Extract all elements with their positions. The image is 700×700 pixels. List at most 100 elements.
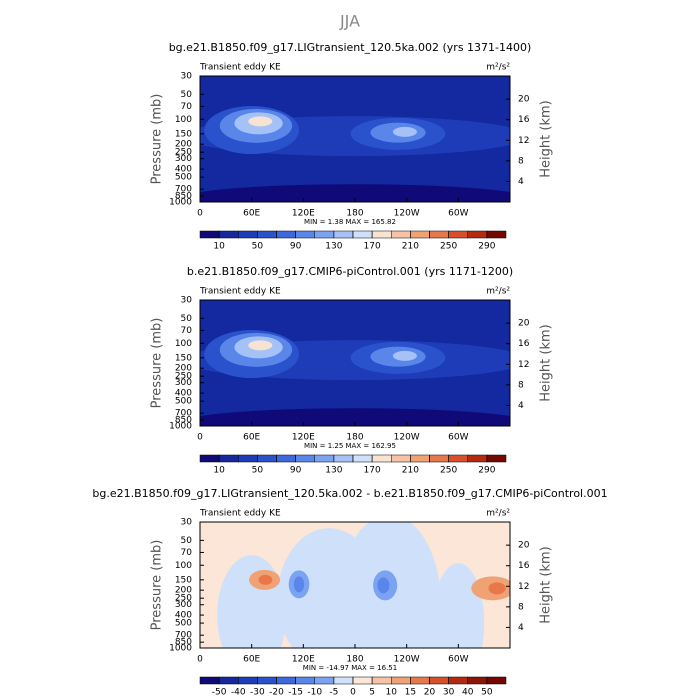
colorbar-box	[391, 454, 411, 463]
y-tick-label: 500	[175, 173, 192, 183]
panel-subtitle: Transient eddy KE	[199, 287, 281, 297]
y-tick-label: 300	[175, 600, 192, 610]
colorbar-box	[238, 230, 258, 239]
y-tick-label: 150	[175, 129, 192, 139]
colorbar-box	[371, 454, 392, 463]
contour-region	[200, 184, 510, 202]
colorbar-box	[410, 676, 430, 685]
panel-subtitle: Transient eddy KE	[199, 63, 281, 73]
x-tick-label: 180	[346, 655, 363, 665]
y2-tick-label: 8	[518, 156, 524, 166]
colorbar-box	[276, 230, 296, 239]
y-axis-title: Pressure (mb)	[150, 540, 165, 631]
colorbar-box	[352, 454, 373, 463]
y2-tick-label: 8	[518, 380, 524, 390]
stats: MIN = -14.97 MAX = 16.51	[303, 664, 397, 672]
colorbar-label: 210	[402, 242, 419, 252]
colorbar-box	[199, 454, 220, 463]
colorbar-box	[371, 676, 392, 685]
y-tick-label: 30	[181, 518, 193, 528]
x-tick-label: 0	[197, 655, 203, 665]
colorbar-label: 5	[369, 688, 375, 698]
y-tick-label: 400	[175, 389, 192, 399]
panel-title: b.e21.B1850.f09_g17.CMIP6-piControl.001 …	[187, 265, 513, 278]
colorbar-label: -50	[212, 688, 227, 698]
contour-region	[432, 563, 485, 648]
x-tick-label: 120E	[292, 209, 315, 219]
y2-tick-label: 16	[518, 115, 530, 125]
colorbar-box	[314, 454, 335, 463]
colorbar-box	[333, 676, 354, 685]
colorbar-box	[238, 676, 258, 685]
colorbar-box	[410, 454, 430, 463]
panel-title: bg.e21.B1850.f09_g17.LIGtransient_120.5k…	[92, 487, 607, 500]
y2-tick-label: 12	[518, 582, 529, 592]
y-tick-label: 30	[181, 72, 193, 82]
colorbar-label: 10	[386, 688, 398, 698]
x-tick-label: 0	[197, 433, 203, 443]
colorbar-box	[295, 230, 315, 239]
colorbar-label: -15	[288, 688, 303, 698]
colorbar-box	[199, 676, 220, 685]
y-tick-label: 400	[175, 165, 192, 175]
colorbar-label: 210	[402, 466, 419, 476]
x-tick-label: 120E	[292, 655, 315, 665]
contour-field	[200, 522, 510, 648]
colorbar-box	[352, 230, 373, 239]
y-tick-label: 1000	[169, 644, 192, 654]
y2-tick-label: 12	[518, 360, 529, 370]
y-tick-label: 1000	[169, 198, 192, 208]
contour-region	[258, 574, 273, 585]
colorbar-label: 250	[440, 242, 457, 252]
y-tick-label: 100	[175, 115, 192, 125]
y-tick-label: 70	[181, 548, 193, 558]
contour-region	[293, 576, 305, 593]
colorbar-box	[391, 676, 411, 685]
y2-tick-label: 12	[518, 136, 529, 146]
colorbar-box	[467, 230, 488, 239]
colorbar-box	[467, 676, 488, 685]
y-tick-label: 250	[175, 372, 192, 382]
x-tick-label: 180	[346, 209, 363, 219]
panel-subtitle: Transient eddy KE	[199, 509, 281, 519]
colorbar-label: 90	[290, 466, 302, 476]
x-tick-label: 180	[346, 433, 363, 443]
y2-axis-title: Height (km)	[539, 324, 554, 401]
stats: MIN = 1.38 MAX = 165.82	[304, 218, 396, 226]
y2-tick-label: 20	[518, 319, 530, 329]
y-tick-label: 250	[175, 148, 192, 158]
y2-tick-label: 4	[518, 177, 524, 187]
x-tick-label: 60E	[243, 433, 260, 443]
x-tick-label: 60E	[243, 209, 260, 219]
colorbar-label: 290	[478, 242, 495, 252]
y-tick-label: 700	[175, 185, 192, 195]
colorbar-label: 15	[405, 688, 416, 698]
x-tick-label: 60W	[448, 209, 468, 219]
y-tick-label: 50	[181, 536, 193, 546]
y-tick-label: 30	[181, 296, 193, 306]
x-tick-label: 60W	[448, 433, 468, 443]
y-tick-label: 500	[175, 619, 192, 629]
y-tick-label: 200	[175, 586, 192, 596]
y-tick-label: 400	[175, 611, 192, 621]
stats: MIN = 1.25 MAX = 162.95	[304, 442, 396, 450]
x-tick-label: 60E	[243, 655, 260, 665]
y2-axis-title: Height (km)	[539, 100, 554, 177]
x-tick-label: 60W	[448, 655, 468, 665]
units: m²/s²	[486, 287, 510, 297]
colorbar-label: 40	[462, 688, 474, 698]
y-tick-label: 100	[175, 561, 192, 571]
y-tick-label: 70	[181, 102, 193, 112]
x-tick-label: 120W	[394, 433, 420, 443]
y-tick-label: 850	[175, 416, 192, 426]
y2-axis-title: Height (km)	[539, 546, 554, 623]
y-tick-label: 500	[175, 397, 192, 407]
y2-tick-label: 20	[518, 95, 530, 105]
y-tick-label: 1000	[169, 422, 192, 432]
contour-region	[248, 340, 273, 351]
contour-region	[392, 126, 418, 137]
contour-region	[488, 582, 506, 595]
colorbar-label: 250	[440, 466, 457, 476]
colorbar-label: 130	[325, 242, 342, 252]
colorbar-box	[371, 230, 392, 239]
